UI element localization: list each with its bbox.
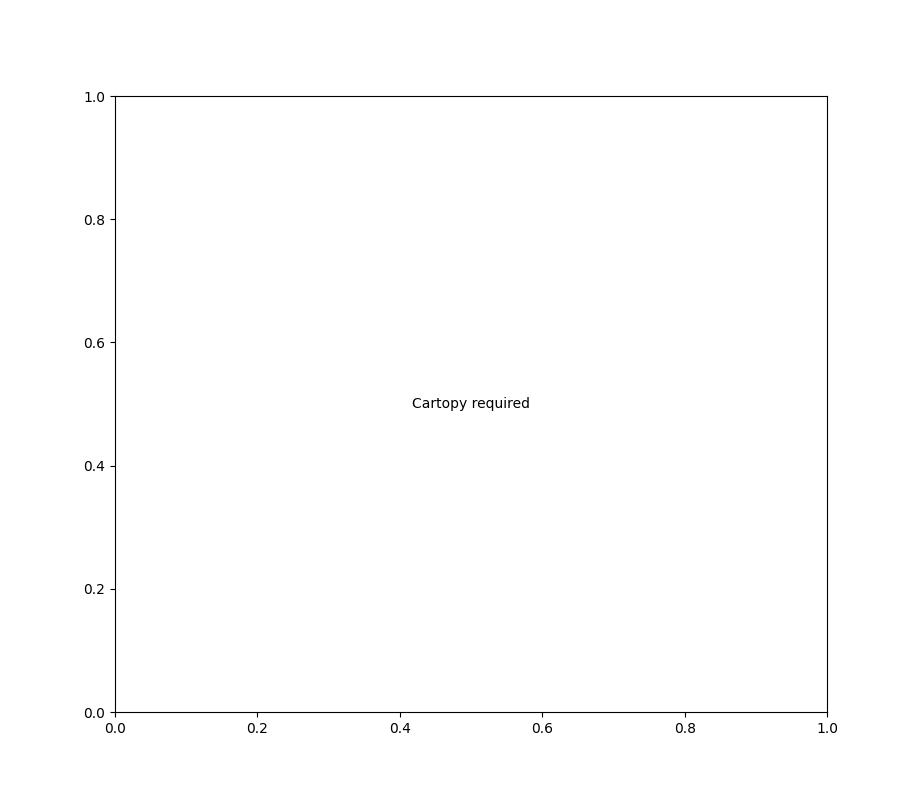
Text: Cartopy required: Cartopy required xyxy=(412,397,530,411)
